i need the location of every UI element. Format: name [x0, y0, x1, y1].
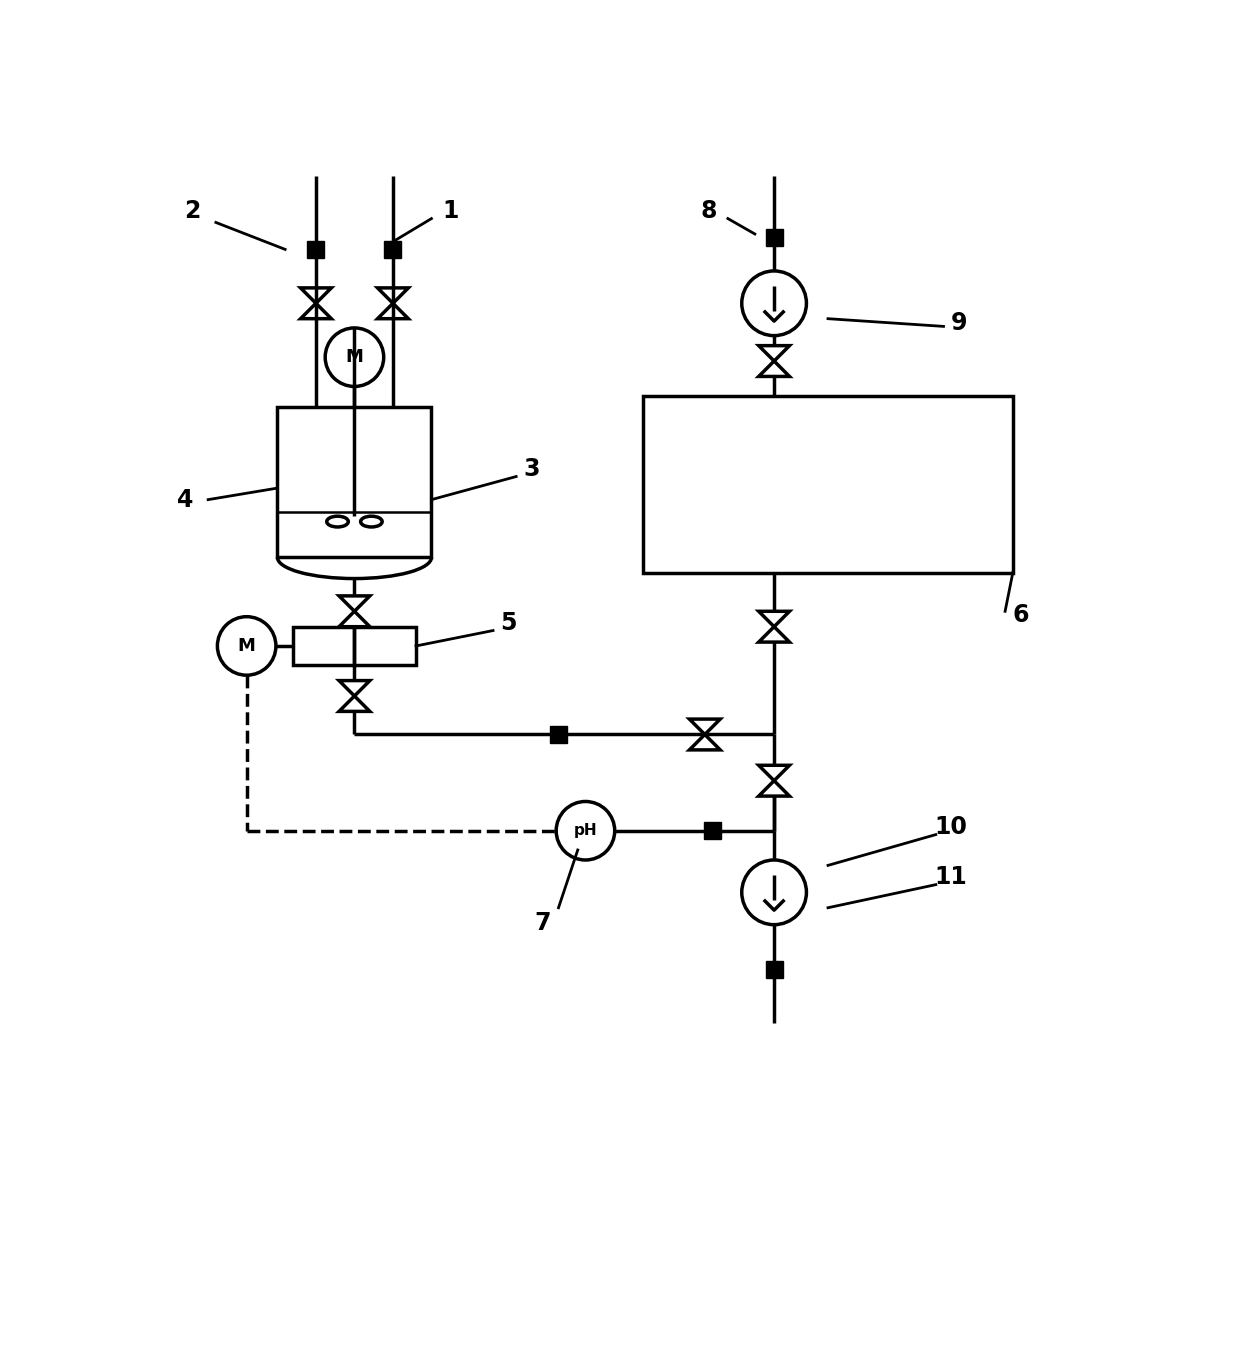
Text: pH: pH: [574, 824, 598, 839]
Text: 5: 5: [500, 611, 517, 635]
Text: 6: 6: [1012, 604, 1029, 627]
Text: 11: 11: [935, 865, 967, 889]
Text: 2: 2: [185, 199, 201, 223]
Polygon shape: [765, 960, 782, 978]
Text: 10: 10: [935, 816, 967, 839]
Text: 8: 8: [701, 199, 717, 223]
Bar: [355, 627, 417, 665]
Polygon shape: [765, 229, 782, 246]
Text: 7: 7: [534, 911, 552, 936]
Polygon shape: [704, 822, 720, 839]
Text: M: M: [346, 348, 363, 366]
Polygon shape: [308, 240, 325, 258]
Text: 1: 1: [443, 199, 459, 223]
Bar: [278, 407, 432, 557]
Polygon shape: [551, 725, 567, 743]
Bar: [293, 627, 355, 665]
Text: 3: 3: [523, 456, 539, 481]
Polygon shape: [384, 240, 402, 258]
Text: 4: 4: [177, 488, 193, 512]
Text: 9: 9: [951, 310, 967, 335]
Bar: [644, 396, 1013, 572]
Text: M: M: [238, 637, 255, 654]
